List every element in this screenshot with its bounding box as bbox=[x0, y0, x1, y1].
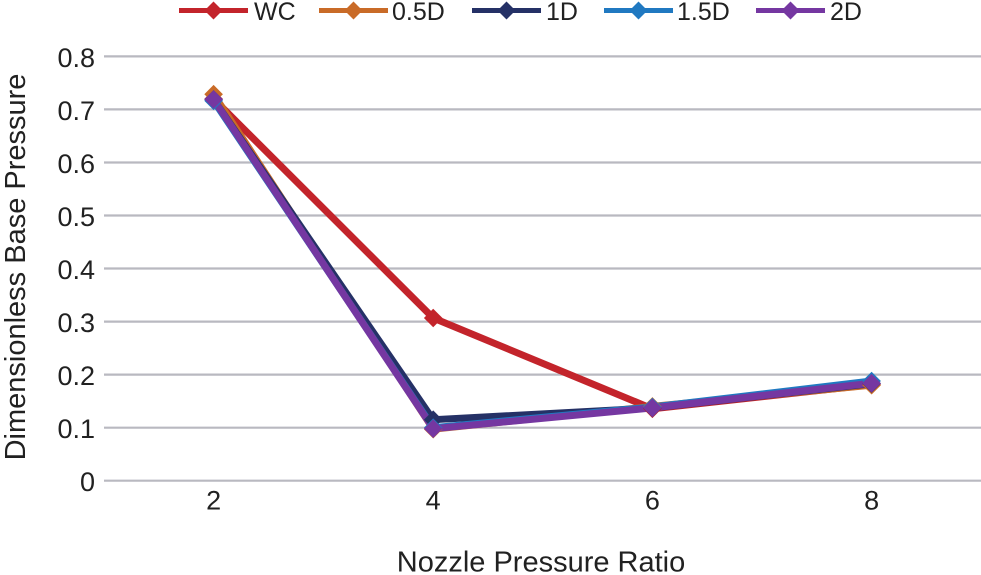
svg-text:Nozzle Pressure Ratio: Nozzle Pressure Ratio bbox=[397, 547, 686, 575]
svg-text:Dimensionless Base Pressure: Dimensionless Base Pressure bbox=[0, 74, 32, 461]
svg-text:0.2: 0.2 bbox=[57, 361, 95, 391]
svg-text:1.5D: 1.5D bbox=[677, 0, 730, 26]
svg-text:0.5: 0.5 bbox=[57, 202, 95, 232]
svg-text:WC: WC bbox=[254, 0, 296, 26]
svg-text:0.3: 0.3 bbox=[57, 308, 95, 338]
svg-text:0.4: 0.4 bbox=[57, 255, 95, 285]
svg-text:0.8: 0.8 bbox=[57, 43, 95, 73]
svg-text:1D: 1D bbox=[546, 0, 578, 26]
svg-text:0: 0 bbox=[80, 467, 95, 497]
svg-text:4: 4 bbox=[426, 486, 441, 516]
svg-text:0.6: 0.6 bbox=[57, 149, 95, 179]
svg-text:8: 8 bbox=[864, 486, 879, 516]
svg-text:0.1: 0.1 bbox=[57, 414, 95, 444]
svg-text:0.7: 0.7 bbox=[57, 96, 95, 126]
svg-text:2D: 2D bbox=[830, 0, 862, 26]
svg-text:2: 2 bbox=[206, 486, 221, 516]
svg-text:6: 6 bbox=[645, 486, 660, 516]
svg-text:0.5D: 0.5D bbox=[392, 0, 445, 26]
